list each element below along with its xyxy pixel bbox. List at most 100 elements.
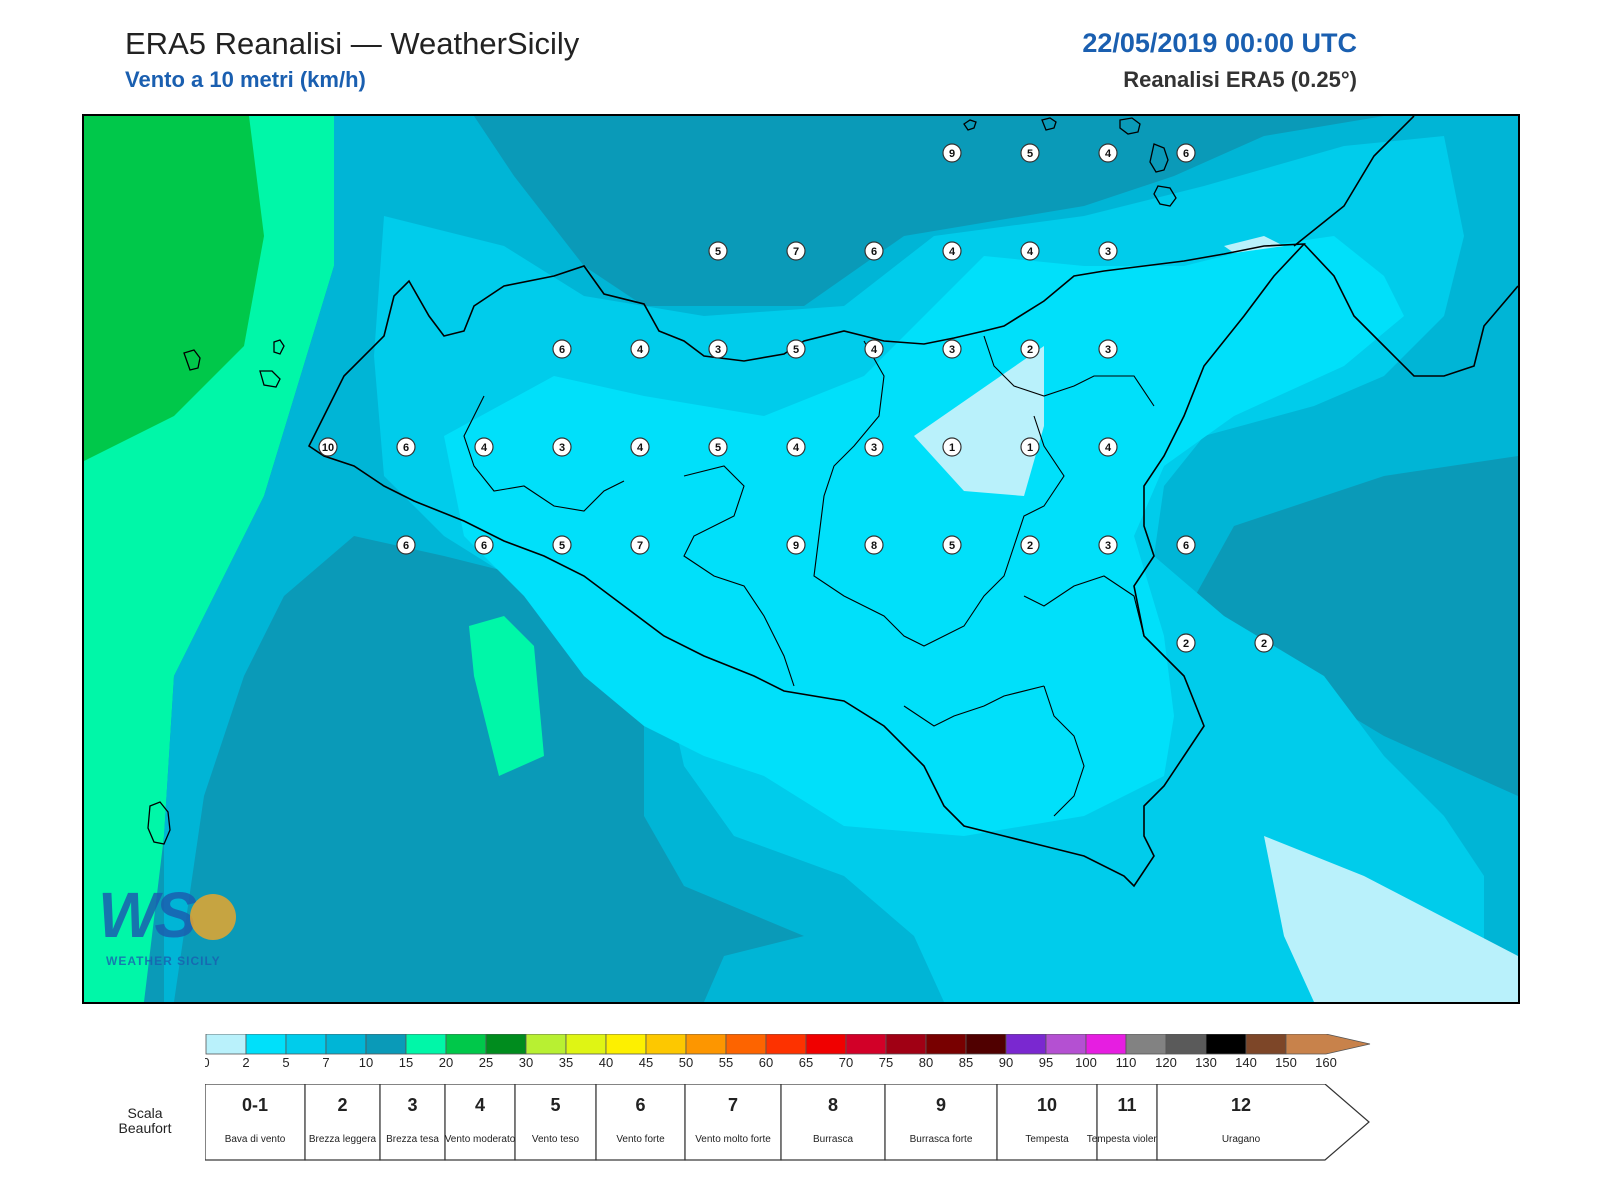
station-marker: 3	[1098, 535, 1118, 555]
station-wind-value: 5	[949, 540, 955, 552]
station-circle	[786, 339, 806, 359]
beaufort-force-number: 3	[407, 1095, 417, 1115]
colorbar-swatches	[205, 1034, 1371, 1055]
station-marker: 7	[630, 535, 650, 555]
colorbar-tick-label: 90	[999, 1055, 1013, 1068]
station-circle	[942, 437, 962, 457]
colorbar-swatch	[965, 1034, 1007, 1055]
station-wind-value: 1	[1027, 442, 1033, 454]
colorbar-swatch	[1285, 1034, 1371, 1055]
colorbar-swatch	[685, 1034, 727, 1055]
colorbar-tick-label: 5	[282, 1055, 289, 1068]
station-wind-value: 3	[1105, 344, 1111, 356]
beaufort-force-number: 0-1	[242, 1095, 268, 1115]
beaufort-force-number: 6	[635, 1095, 645, 1115]
station-marker: 4	[864, 339, 884, 359]
province-boundary	[1043, 685, 1085, 817]
beaufort-force-description: Uragano	[1222, 1134, 1261, 1145]
colorbar-swatch	[1045, 1034, 1087, 1055]
aeolian-island	[963, 119, 977, 131]
colorbar-swatch	[885, 1034, 927, 1055]
station-wind-value: 4	[481, 442, 488, 454]
station-circle	[786, 535, 806, 555]
colorbar-swatch	[445, 1034, 487, 1055]
colorbar-swatch	[1085, 1034, 1127, 1055]
station-wind-value: 6	[559, 344, 565, 356]
station-circle	[864, 535, 884, 555]
beaufort-force-description: Bava di vento	[225, 1134, 286, 1145]
beaufort-force-description: Burrasca	[813, 1134, 853, 1145]
station-circle	[942, 339, 962, 359]
station-marker: 6	[396, 535, 416, 555]
station-marker: 5	[786, 339, 806, 359]
station-wind-value: 4	[1105, 442, 1112, 454]
station-circle	[864, 437, 884, 457]
colorbar-tick-label: 7	[322, 1055, 329, 1068]
station-circle	[630, 339, 650, 359]
station-wind-value: 4	[637, 442, 644, 454]
station-marker: 6	[1176, 535, 1196, 555]
station-marker: 6	[474, 535, 494, 555]
sicily-coastline	[307, 243, 1306, 888]
beaufort-cell: 8 Burrasca	[780, 1084, 886, 1161]
station-wind-value: 6	[1183, 540, 1189, 552]
station-marker: 3	[1098, 241, 1118, 261]
colorbar-swatch	[925, 1034, 967, 1055]
station-wind-value: 7	[637, 540, 643, 552]
pantelleria-island	[147, 801, 171, 845]
beaufort-force-description: Vento forte	[616, 1134, 665, 1145]
colorbar-swatch	[285, 1034, 327, 1055]
colorbar-tick-label: 65	[799, 1055, 813, 1068]
station-marker: 3	[708, 339, 728, 359]
beaufort-force-description: Tempesta violenta	[1087, 1134, 1168, 1145]
colorbar-tick-label: 80	[919, 1055, 933, 1068]
station-wind-value: 3	[1105, 246, 1111, 258]
station-wind-value: 3	[871, 442, 877, 454]
station-wind-value: 9	[793, 540, 799, 552]
station-circle	[1098, 535, 1118, 555]
station-circle	[318, 437, 338, 457]
station-circle	[474, 437, 494, 457]
province-boundary	[983, 335, 1155, 407]
station-wind-value: 6	[481, 540, 487, 552]
wind-band-0-2-strait	[1224, 236, 1284, 253]
egadi-island	[259, 370, 281, 388]
colorbar-tick-label: 30	[519, 1055, 533, 1068]
station-circle	[1176, 633, 1196, 653]
station-wind-value: 5	[715, 246, 721, 258]
station-wind-value: 3	[1105, 540, 1111, 552]
colorbar-tick-label: 110	[1116, 1055, 1137, 1068]
logo-text: WEATHER SICILY	[106, 954, 221, 968]
station-circle	[1020, 339, 1040, 359]
station-circle	[942, 535, 962, 555]
station-wind-value: 6	[1183, 148, 1189, 160]
station-marker: 3	[1098, 339, 1118, 359]
station-circle	[1020, 437, 1040, 457]
beaufort-cell: 12 Uragano	[1156, 1084, 1370, 1161]
colorbar-tick-label: 25	[479, 1055, 493, 1068]
beaufort-force-description: Brezza leggera	[309, 1134, 377, 1145]
station-circle	[942, 143, 962, 163]
station-wind-value: 2	[1027, 344, 1033, 356]
beaufort-force-description: Vento moderato	[445, 1134, 516, 1145]
station-marker: 8	[864, 535, 884, 555]
province-boundary	[903, 685, 1045, 727]
beaufort-force-number: 5	[550, 1095, 560, 1115]
beaufort-force-number: 7	[728, 1095, 738, 1115]
station-marker: 9	[942, 143, 962, 163]
beaufort-force-description: Brezza tesa	[386, 1134, 439, 1145]
colorbar-tick-label: 100	[1075, 1055, 1097, 1068]
beaufort-cell: 3 Brezza tesa	[379, 1084, 446, 1161]
station-circle	[786, 241, 806, 261]
wind-band-0-2-se	[1264, 836, 1518, 1002]
colorbar-ticks: 0 2 5 7 10 15 20 25 30 35 40 45 50 55 60 65 70 75 80 85 90 95…	[205, 1055, 1337, 1068]
station-wind-value: 2	[1027, 540, 1033, 552]
station-marker: 3	[942, 339, 962, 359]
beaufort-cell-box	[1156, 1084, 1370, 1161]
colorbar-tick-label: 40	[599, 1055, 613, 1068]
colorbar-tick-label: 20	[439, 1055, 453, 1068]
station-marker: 2	[1254, 633, 1274, 653]
station-circle	[1098, 437, 1118, 457]
beaufort-force-number: 8	[828, 1095, 838, 1115]
logo-sun-icon	[190, 894, 236, 940]
